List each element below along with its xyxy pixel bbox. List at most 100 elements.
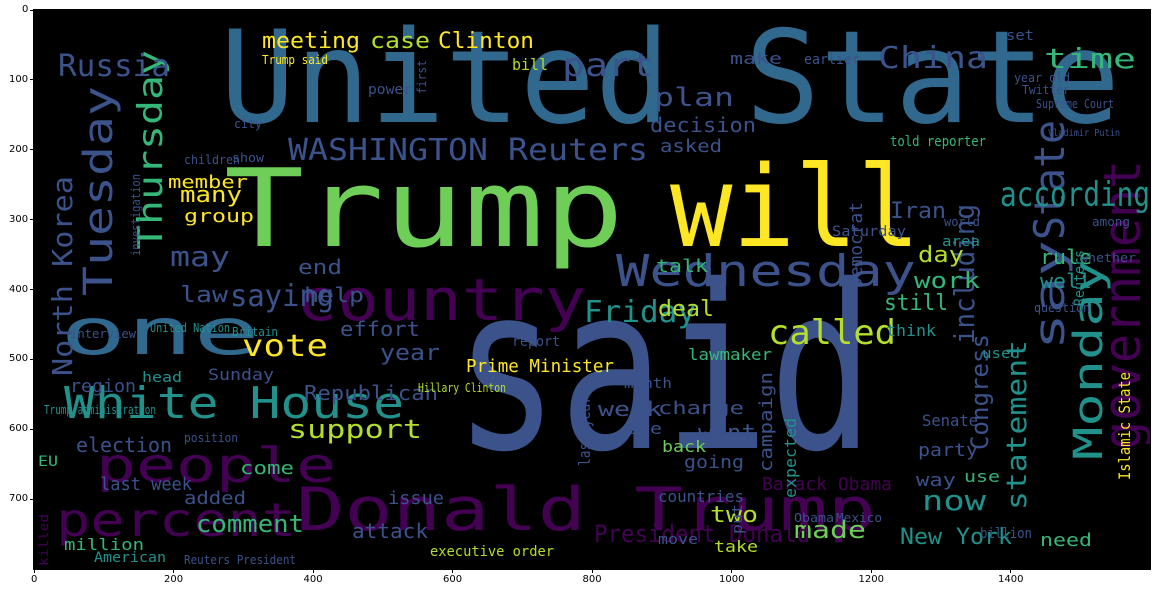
word-according: according (1000, 175, 1150, 215)
y-tick-mark (30, 428, 34, 430)
word-still: still (884, 291, 948, 316)
y-tick-mark (30, 498, 34, 500)
x-tick-label: 0 (31, 574, 38, 585)
word-britain: Britain (232, 325, 278, 339)
word-american: American (94, 550, 166, 566)
word-deal: deal (658, 297, 714, 322)
word-washington-reuters: WASHINGTON Reuters (288, 133, 648, 168)
word-killed: killed (37, 514, 51, 566)
word-friday: Friday (584, 295, 696, 330)
word-told-reporter: told reporter (890, 134, 986, 150)
word-need: need (1040, 530, 1092, 551)
word-year-old: year old (1014, 71, 1070, 85)
word-interview: interview (70, 327, 137, 341)
word-prime-minister: Prime Minister (466, 356, 614, 377)
y-tick-mark (30, 79, 34, 81)
word-democrat: Democrat (846, 202, 867, 288)
word-member: member (168, 172, 248, 193)
word-thursday: Thursday (131, 50, 171, 250)
word-want: want (698, 421, 756, 446)
word-children: children (184, 153, 240, 167)
word-people: people (96, 438, 336, 494)
word-set: set (1006, 28, 1034, 44)
word-billion: billion (980, 526, 1032, 542)
word-campaign: campaign (756, 372, 777, 472)
word-barack-obama: Barack Obama (762, 474, 892, 495)
y-tick-label: 100 (9, 73, 29, 85)
y-tick-label: 200 (9, 143, 29, 155)
word-state: State (1025, 120, 1074, 240)
y-tick-mark (30, 219, 34, 221)
x-tick-label: 800 (582, 574, 602, 585)
word-day: day (918, 243, 964, 268)
word-called: called (768, 313, 896, 353)
word-clinton: Clinton (438, 29, 534, 54)
word-talk: talk (656, 256, 708, 277)
word-first: first (415, 60, 429, 94)
word-including: including (948, 204, 981, 344)
x-tick-label: 200 (164, 574, 184, 585)
x-tick-label: 1400 (998, 574, 1024, 585)
word-put: put (730, 504, 746, 534)
word-election: election (76, 433, 172, 457)
word-republican: Republican (304, 381, 438, 405)
word-executive-order: executive order (430, 544, 554, 560)
word-russia: Russia (58, 49, 170, 84)
word-vladimir-putin: Vladimir Putin (1048, 128, 1120, 139)
word-say: say (1025, 240, 1074, 350)
x-tick-label: 1200 (858, 574, 884, 585)
word-rule: rule (1040, 245, 1092, 269)
word-united-state: United State (220, 10, 1120, 153)
x-tick-label: 1000 (719, 574, 745, 585)
y-tick-label: 500 (9, 353, 29, 365)
word-trump-said: Trump said (262, 53, 328, 67)
word-week: week (598, 397, 662, 421)
word-show: show (232, 151, 265, 165)
word-trump: Trump (224, 147, 624, 272)
word-issue: issue (388, 488, 444, 509)
y-tick-mark (30, 9, 34, 11)
word-iran: Iran (890, 199, 946, 224)
word-expected: expected (781, 418, 800, 498)
word-percent: percent (56, 493, 296, 547)
word-take: take (714, 537, 758, 556)
word-region: region (70, 376, 136, 397)
word-back: back (662, 437, 706, 456)
y-tick-label: 400 (9, 283, 29, 295)
y-tick-label: 700 (9, 493, 29, 505)
word-government: government (1093, 160, 1150, 450)
x-tick-mark (173, 569, 174, 573)
word-cloud-svg: United State said Trump will Donald Trum… (37, 10, 1150, 567)
word-one: one (60, 296, 260, 370)
word-way: way (916, 470, 956, 491)
y-tick-mark (30, 149, 34, 151)
word-saturday: Saturday (832, 224, 906, 240)
word-see: see (626, 419, 662, 438)
word-used: used (982, 346, 1020, 362)
word-support: support (288, 415, 422, 445)
word-donald-trump: Donald Trump (296, 475, 876, 545)
word-city: city (234, 117, 262, 131)
word-saying: saying (230, 279, 334, 314)
word-cloud-image: United State said Trump will Donald Trum… (34, 10, 1150, 569)
x-tick-mark (452, 569, 453, 573)
word-time: time (1044, 42, 1136, 75)
word-power: power (368, 82, 412, 98)
word-month: month (624, 376, 672, 392)
word-supreme-court: Supreme Court (1036, 97, 1114, 111)
x-tick-mark (1010, 569, 1011, 573)
word-well: well (1040, 269, 1092, 293)
word-head: head (142, 370, 182, 386)
word-sunday: Sunday (208, 365, 274, 384)
word-plan: plan (654, 83, 734, 113)
word-wednesday: Wednesday (616, 246, 916, 297)
word-trump-administration: Trump administration (44, 403, 156, 417)
x-tick-mark (870, 569, 872, 573)
word-world: world (944, 215, 980, 229)
word-may: may (170, 240, 230, 273)
word-white-house: White House (64, 378, 404, 429)
x-tick-mark (731, 569, 732, 573)
word-statement: statement (1000, 340, 1033, 510)
x-tick-mark (312, 569, 314, 573)
